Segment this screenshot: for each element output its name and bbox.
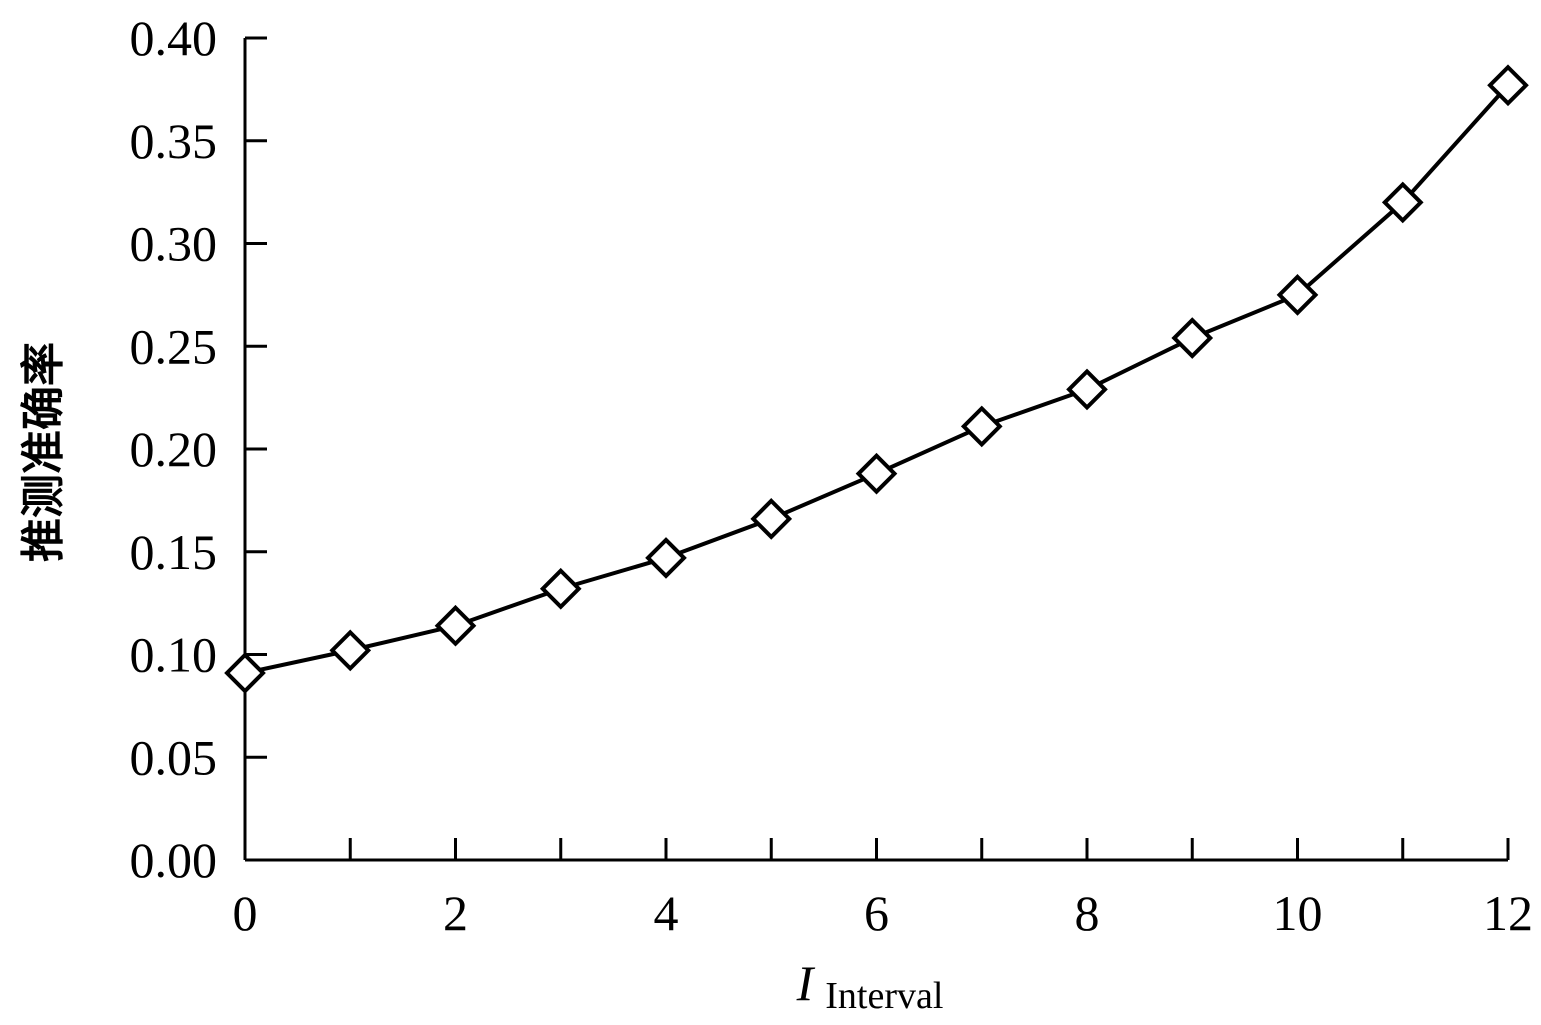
data-point-marker bbox=[1066, 368, 1108, 411]
x-axis-label-subscript: Interval bbox=[825, 975, 943, 1017]
x-tick-label: 12 bbox=[1483, 885, 1533, 941]
series-line bbox=[244, 83, 1510, 675]
y-tick-label: 0.40 bbox=[130, 10, 218, 66]
x-tick-label: 4 bbox=[654, 885, 679, 941]
y-tick-label: 0.10 bbox=[130, 627, 218, 683]
x-tick-label: 2 bbox=[443, 885, 468, 941]
y-axis-label: 推测准确率 bbox=[18, 342, 69, 562]
axes bbox=[243, 38, 1508, 862]
x-tick-label: 0 bbox=[233, 885, 258, 941]
y-tick-label: 0.30 bbox=[130, 216, 218, 272]
data-point-marker bbox=[645, 537, 687, 579]
y-tick-label: 0.20 bbox=[130, 421, 218, 477]
y-tick-label: 0.35 bbox=[130, 113, 218, 169]
data-point-marker bbox=[1276, 274, 1319, 316]
data-point-marker bbox=[1487, 64, 1529, 107]
y-ticks: 0.00 0.05 0.10 0.15 0.20 0.25 0.30 0.35 0.40 bbox=[130, 10, 267, 888]
y-tick-label: 0.00 bbox=[130, 832, 218, 888]
data-point-marker bbox=[329, 629, 372, 672]
y-tick-label: 0.25 bbox=[130, 318, 218, 374]
x-axis-label-main: I bbox=[796, 955, 816, 1011]
data-point-marker bbox=[224, 652, 266, 694]
data-point-marker bbox=[434, 604, 477, 647]
data-point-marker bbox=[1171, 317, 1214, 359]
x-tick-label: 8 bbox=[1075, 885, 1100, 941]
x-ticks: 0 2 4 6 8 10 12 bbox=[233, 838, 1533, 941]
x-tick-label: 10 bbox=[1273, 885, 1323, 941]
data-point-marker bbox=[960, 405, 1003, 448]
data-point-marker bbox=[539, 567, 582, 610]
data-point-marker bbox=[750, 498, 793, 540]
y-tick-label: 0.05 bbox=[130, 729, 218, 785]
series-layer bbox=[224, 64, 1529, 694]
x-axis-label: I Interval bbox=[796, 955, 944, 1017]
data-point-marker bbox=[855, 452, 898, 495]
x-tick-label: 6 bbox=[864, 885, 889, 941]
y-tick-label: 0.15 bbox=[130, 524, 218, 580]
data-point-marker bbox=[1381, 181, 1424, 224]
